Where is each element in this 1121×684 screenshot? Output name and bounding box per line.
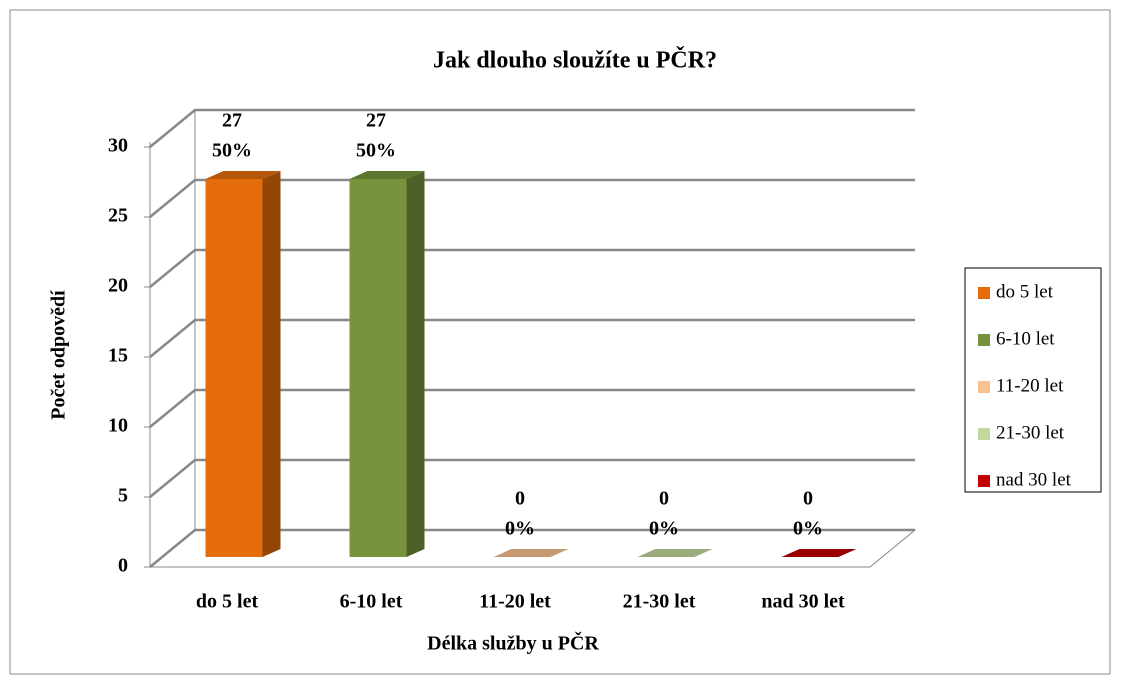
percent-label: 50%	[356, 140, 396, 162]
bar-front	[205, 179, 263, 557]
y-tick-label: 10	[108, 415, 128, 437]
bar-top	[637, 549, 713, 557]
x-tick-label: 21-30 let	[623, 591, 696, 613]
bar-side	[262, 171, 281, 557]
legend-swatch	[978, 428, 990, 440]
x-tick-label: 11-20 let	[479, 591, 551, 613]
percent-label: 0%	[505, 518, 535, 540]
y-tick-label: 0	[118, 555, 128, 577]
chart-title: Jak dlouho sloužíte u PČR?	[433, 47, 717, 74]
bar	[493, 549, 569, 557]
bar	[205, 171, 281, 557]
value-label: 0	[803, 488, 813, 510]
legend-label: nad 30 let	[996, 469, 1072, 490]
y-tick-label: 20	[108, 275, 128, 297]
bar	[637, 549, 713, 557]
value-label: 0	[659, 488, 669, 510]
value-label: 0	[515, 488, 525, 510]
legend-swatch	[978, 334, 990, 346]
legend-label: 11-20 let	[996, 375, 1064, 396]
bar	[781, 549, 857, 557]
y-tick-label: 5	[118, 485, 128, 507]
legend-label: 21-30 let	[996, 422, 1065, 443]
y-tick-label: 15	[108, 345, 128, 367]
legend-swatch	[978, 381, 990, 393]
bar-top	[349, 171, 425, 179]
value-label: 27	[366, 110, 386, 132]
y-tick-label: 25	[108, 205, 128, 227]
legend-label: 6-10 let	[996, 328, 1055, 349]
bar-front	[349, 179, 407, 557]
legend-swatch	[978, 287, 990, 299]
x-tick-label: 6-10 let	[340, 591, 403, 613]
legend	[964, 267, 1102, 493]
x-axis-title: Délka služby u PČR	[427, 631, 599, 655]
percent-label: 0%	[793, 518, 823, 540]
bar	[349, 171, 425, 557]
x-tick-label: nad 30 let	[761, 591, 845, 613]
value-label: 27	[222, 110, 242, 132]
bar-side	[406, 171, 425, 557]
bar-top	[781, 549, 857, 557]
legend-label: do 5 let	[996, 281, 1054, 302]
y-tick-label: 30	[108, 135, 128, 157]
y-axis-title: Počet odpovědí	[48, 290, 70, 420]
x-tick-label: do 5 let	[196, 591, 259, 613]
legend-swatch	[978, 475, 990, 487]
bar-top	[493, 549, 569, 557]
bar-top	[205, 171, 281, 179]
percent-label: 0%	[649, 518, 679, 540]
percent-label: 50%	[212, 140, 252, 162]
